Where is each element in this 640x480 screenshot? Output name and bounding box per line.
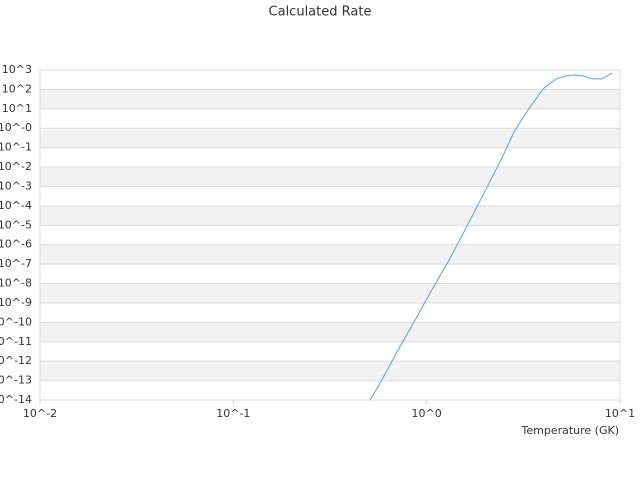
y-tick-label: 10^-2 — [0, 160, 32, 173]
y-tick-label: 10^-11 — [0, 335, 32, 348]
grid-band — [40, 167, 620, 187]
y-tick-label: 10^-0 — [0, 121, 32, 134]
y-tick-label: 10^-3 — [0, 179, 32, 192]
x-tick-label: 10^0 — [412, 407, 442, 420]
grid-band — [40, 244, 620, 265]
grid-band — [40, 283, 620, 303]
chart-title: Calculated Rate — [269, 5, 372, 20]
grid-band — [40, 361, 620, 381]
y-tick-label: 10^-5 — [0, 218, 32, 231]
y-tick-label: 10^-13 — [0, 374, 32, 387]
grid-band — [40, 205, 620, 226]
x-tick-label: 10^1 — [605, 407, 635, 420]
y-tick-label: 10^-1 — [0, 141, 32, 154]
grid-band — [40, 128, 620, 148]
plot-border — [39, 69, 621, 401]
y-tick-label: 10^-14 — [0, 393, 32, 406]
y-tick-label: 10^-4 — [0, 199, 32, 212]
grid-band — [40, 89, 620, 109]
y-tick-label: 10^-9 — [0, 296, 32, 309]
y-tick-label: 10^-6 — [0, 238, 32, 251]
x-axis-label: Temperature (GK) — [521, 424, 620, 437]
y-tick-label: 10^-8 — [0, 277, 32, 290]
data-line — [369, 72, 613, 401]
y-tick-label: 10^2 — [2, 82, 32, 95]
y-tick-label: 10^-12 — [0, 354, 32, 367]
x-tick-label: 10^-2 — [23, 407, 57, 420]
y-tick-label: 10^1 — [2, 102, 32, 115]
grid-band — [40, 322, 620, 342]
y-tick-label: 10^-7 — [0, 257, 32, 270]
y-tick-label: 10^-10 — [0, 315, 32, 328]
y-tick-label: 10^3 — [2, 63, 32, 76]
x-tick-label: 10^-1 — [216, 407, 250, 420]
